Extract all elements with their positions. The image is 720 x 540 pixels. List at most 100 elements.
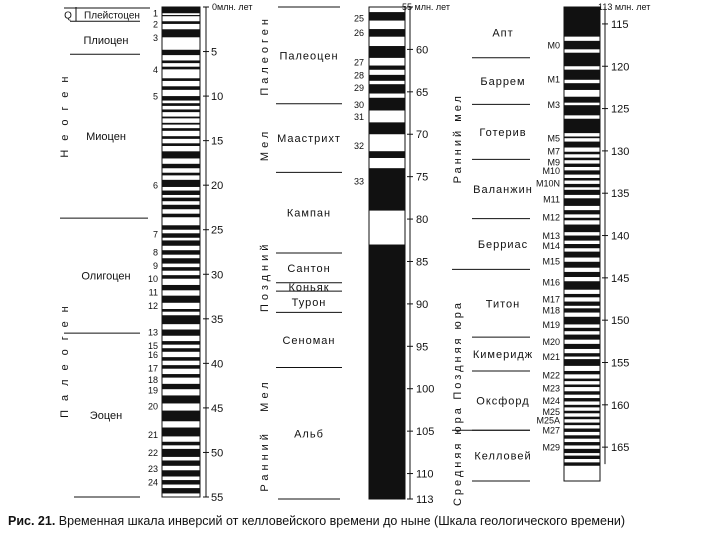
stage-label: Палеоцен xyxy=(279,50,338,62)
normal-polarity-band xyxy=(564,251,600,258)
unit-label-2: 55 млн. лет xyxy=(402,2,450,12)
normal-polarity-band xyxy=(564,96,600,103)
side-label: Поздняя юра xyxy=(452,300,464,400)
epoch-label: Плиоцен xyxy=(84,35,129,47)
normal-polarity-band xyxy=(564,398,600,402)
chron-label: M1 xyxy=(547,74,560,84)
stage-label: Коньяк xyxy=(288,282,329,294)
normal-polarity-band xyxy=(564,404,600,408)
normal-polarity-band xyxy=(162,480,200,485)
normal-polarity-band xyxy=(162,383,200,390)
normal-polarity-band xyxy=(564,448,600,454)
chron-label: 30 xyxy=(354,100,364,110)
normal-polarity-band xyxy=(162,225,200,230)
normal-polarity-band xyxy=(564,316,600,325)
normal-polarity-band xyxy=(162,233,200,238)
stage-label: Турон xyxy=(292,297,327,309)
age-tick-label: 30 xyxy=(211,269,223,281)
normal-polarity-band xyxy=(162,250,200,255)
normal-polarity-band xyxy=(162,395,200,404)
chron-label: 6 xyxy=(153,181,158,191)
chron-label: 1 xyxy=(153,9,158,19)
normal-polarity-band xyxy=(564,455,600,459)
normal-polarity-band xyxy=(564,217,600,221)
side-label: Ранний мел xyxy=(452,93,464,183)
age-tick-label: 115 xyxy=(611,19,629,31)
normal-polarity-band xyxy=(162,348,200,352)
chron-label: 26 xyxy=(354,28,364,38)
normal-polarity-band xyxy=(564,189,600,195)
unit-label-3: 113 млн. лет xyxy=(598,2,650,12)
normal-polarity-band xyxy=(564,170,600,175)
age-tick-label: 150 xyxy=(611,315,629,327)
normal-polarity-band xyxy=(162,7,200,14)
stage-label: Альб xyxy=(294,428,324,440)
age-tick-label: 85 xyxy=(416,256,428,268)
unit-label-1: 0млн. лет xyxy=(212,2,253,12)
chron-label: M0 xyxy=(547,41,560,51)
normal-polarity-band xyxy=(162,470,200,477)
normal-polarity-band xyxy=(162,172,200,176)
age-tick-label: 113 xyxy=(416,494,434,506)
normal-polarity-band xyxy=(564,118,600,134)
age-tick-label: 145 xyxy=(611,273,629,285)
normal-polarity-band xyxy=(162,315,200,325)
normal-polarity-band xyxy=(564,378,600,382)
normal-polarity-band xyxy=(162,179,200,187)
chron-label: 12 xyxy=(148,301,158,311)
normal-polarity-band xyxy=(162,163,200,169)
stage-label: Маастрихт xyxy=(277,133,341,145)
chron-label: 5 xyxy=(153,92,158,102)
age-tick-label: 20 xyxy=(211,180,223,192)
age-tick-label: 75 xyxy=(416,172,428,184)
normal-polarity-band xyxy=(162,66,200,70)
normal-polarity-band xyxy=(162,122,200,125)
age-tick-label: 60 xyxy=(416,44,428,56)
normal-polarity-band xyxy=(564,224,600,233)
normal-polarity-band xyxy=(162,78,200,81)
normal-polarity-band xyxy=(564,210,600,215)
period-label: Палеоген xyxy=(59,297,71,418)
normal-polarity-band xyxy=(564,52,600,67)
normal-polarity-band xyxy=(564,141,600,148)
normal-polarity-band xyxy=(162,204,200,210)
normal-polarity-band xyxy=(564,462,600,466)
chron-label: 31 xyxy=(354,112,364,122)
chron-label: M12 xyxy=(542,212,560,222)
normal-polarity-band xyxy=(162,488,200,494)
normal-polarity-band xyxy=(162,21,200,24)
chron-label: M17 xyxy=(542,295,560,305)
column-early-cretaceous-jurassic: 115 120 125 130 135 140 145 150 155 160 165 M0 M1 M3 M… xyxy=(452,6,629,506)
normal-polarity-band xyxy=(564,327,600,332)
normal-polarity-band xyxy=(369,12,405,21)
normal-polarity-band xyxy=(162,116,200,119)
epoch-label: Q xyxy=(64,10,72,21)
normal-polarity-band xyxy=(564,359,600,366)
chron-label: 17 xyxy=(148,363,158,373)
normal-polarity-band xyxy=(564,235,600,241)
normal-polarity-band xyxy=(369,65,405,70)
normal-polarity-band xyxy=(162,15,200,17)
chron-label: 9 xyxy=(153,261,158,271)
chron-label: 10 xyxy=(148,274,158,284)
normal-polarity-band xyxy=(564,384,600,388)
normal-polarity-band xyxy=(369,122,405,135)
normal-polarity-band xyxy=(162,96,200,101)
normal-polarity-band xyxy=(564,391,600,395)
chron-label: 13 xyxy=(148,328,158,338)
side-label: Ранний xyxy=(259,430,271,492)
normal-polarity-band xyxy=(564,177,600,181)
normal-polarity-band xyxy=(564,7,600,37)
normal-polarity-band xyxy=(162,60,200,64)
normal-polarity-band xyxy=(162,49,200,56)
normal-polarity-band xyxy=(564,69,600,80)
age-tick-label: 90 xyxy=(416,299,428,311)
chron-label: 28 xyxy=(354,70,364,80)
chron-label: M15 xyxy=(542,256,560,266)
stage-label: Келловей xyxy=(474,451,531,463)
normal-polarity-band xyxy=(369,74,405,81)
age-tick-label: 105 xyxy=(416,426,434,438)
normal-polarity-band xyxy=(564,163,600,167)
age-tick-label: 130 xyxy=(611,146,629,158)
normal-polarity-band xyxy=(564,334,600,340)
